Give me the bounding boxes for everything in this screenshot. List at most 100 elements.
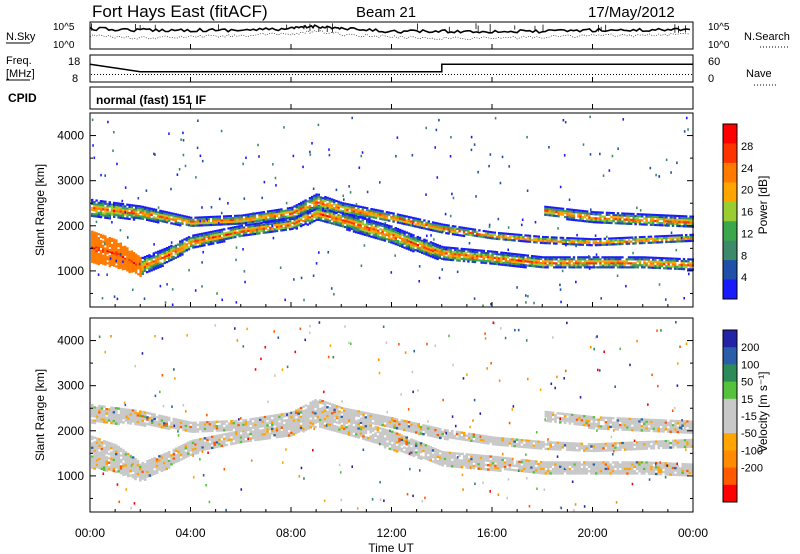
power-cell bbox=[627, 212, 631, 215]
power-cell bbox=[374, 214, 378, 218]
power-cell bbox=[236, 220, 239, 223]
velocity-cell bbox=[91, 466, 94, 469]
power-cell bbox=[150, 269, 153, 272]
power-cell bbox=[588, 238, 591, 241]
power-cell bbox=[678, 234, 681, 237]
velocity-cell bbox=[431, 460, 435, 463]
power-cell bbox=[242, 226, 246, 229]
velocity-cell bbox=[271, 432, 274, 435]
power-cell bbox=[183, 215, 186, 218]
power-cell bbox=[328, 211, 331, 214]
power-cell bbox=[546, 258, 549, 261]
power-cell bbox=[608, 264, 611, 267]
velocity-cell bbox=[184, 444, 188, 448]
power-cell bbox=[599, 264, 602, 267]
power-cell bbox=[528, 262, 532, 265]
power-cell bbox=[399, 234, 402, 238]
power-speckle bbox=[609, 256, 611, 259]
power-cell bbox=[667, 234, 670, 238]
power-cell bbox=[361, 216, 364, 219]
power-cell bbox=[236, 227, 239, 230]
velocity-cell bbox=[383, 439, 387, 442]
power-cell bbox=[104, 235, 107, 238]
power-cell bbox=[216, 221, 219, 224]
power-cell bbox=[212, 221, 215, 225]
power-cell bbox=[438, 248, 441, 252]
power-cell bbox=[403, 238, 406, 241]
power-cell bbox=[271, 213, 274, 216]
velocity-cell bbox=[479, 467, 483, 471]
power-cell bbox=[130, 210, 133, 213]
power-cell bbox=[113, 213, 116, 217]
power-cell bbox=[561, 236, 565, 240]
power-cell bbox=[487, 260, 490, 263]
power-cell bbox=[396, 215, 400, 218]
power-cell bbox=[282, 223, 285, 226]
velocity-cell bbox=[196, 451, 200, 455]
power-cell bbox=[183, 250, 186, 253]
power-cell bbox=[643, 235, 646, 239]
power-cell bbox=[449, 246, 452, 249]
power-cell bbox=[344, 204, 347, 207]
power-cell bbox=[143, 257, 147, 261]
velocity-cell bbox=[143, 463, 147, 466]
power-cell bbox=[256, 232, 259, 235]
power-cell bbox=[185, 249, 188, 252]
velocity-cell bbox=[122, 451, 125, 455]
power-cell bbox=[304, 220, 307, 223]
power-cell bbox=[410, 241, 413, 244]
power-cell bbox=[627, 256, 631, 259]
power-cell bbox=[324, 214, 327, 217]
velocity-cell bbox=[319, 423, 322, 426]
power-speckle bbox=[152, 208, 155, 212]
power-cell bbox=[205, 216, 208, 219]
power-cell bbox=[676, 236, 679, 239]
power-cell bbox=[374, 216, 378, 220]
power-speckle bbox=[97, 273, 100, 276]
power-speckle bbox=[390, 271, 393, 274]
velocity-cell bbox=[160, 458, 164, 461]
power-cell bbox=[185, 223, 188, 226]
velocity-cell bbox=[328, 425, 332, 429]
power-cell bbox=[570, 266, 573, 269]
power-cell bbox=[612, 243, 615, 246]
power-cell bbox=[262, 211, 265, 214]
power-cell bbox=[656, 262, 659, 266]
power-cell bbox=[212, 240, 215, 243]
power-cell bbox=[432, 252, 435, 255]
power-cell bbox=[192, 222, 195, 225]
power-cell bbox=[113, 244, 116, 247]
velocity-cell bbox=[326, 418, 329, 422]
power-cell bbox=[583, 241, 587, 245]
velocity-cell bbox=[100, 452, 104, 455]
power-cell bbox=[346, 216, 349, 219]
velocity-cell bbox=[431, 449, 435, 452]
power-cell bbox=[553, 214, 556, 217]
power-cell bbox=[104, 206, 107, 209]
power-cell bbox=[462, 226, 466, 230]
velocity-cell bbox=[115, 459, 118, 463]
velocity-cell bbox=[311, 416, 315, 419]
power-cell bbox=[509, 238, 512, 242]
velocity-cell bbox=[475, 454, 478, 457]
power-cell bbox=[537, 265, 540, 268]
power-cell bbox=[432, 242, 435, 245]
velocity-cell bbox=[153, 470, 156, 473]
power-cell bbox=[432, 221, 435, 224]
power-cell bbox=[344, 202, 347, 205]
power-cell bbox=[319, 219, 323, 222]
power-cell bbox=[579, 209, 582, 212]
power-cell bbox=[220, 228, 224, 231]
power-cell bbox=[594, 242, 598, 245]
velocity-cell bbox=[350, 429, 353, 433]
power-cell bbox=[139, 270, 142, 273]
velocity-cell bbox=[427, 451, 430, 455]
power-cell bbox=[381, 236, 384, 240]
power-cell bbox=[311, 195, 314, 199]
power-cell bbox=[478, 249, 481, 252]
power-cell bbox=[176, 251, 180, 254]
velocity-cell bbox=[232, 442, 236, 445]
power-speckle bbox=[166, 283, 168, 286]
power-cell bbox=[456, 233, 459, 237]
power-cell bbox=[300, 207, 303, 210]
